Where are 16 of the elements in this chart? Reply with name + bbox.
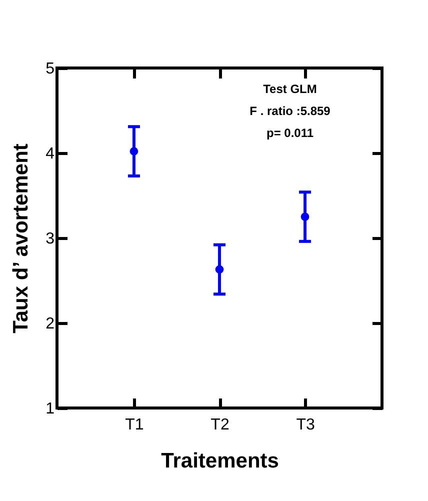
x-tick-label: T1: [125, 416, 144, 434]
y-tick-label: 1: [46, 400, 55, 418]
y-tick-label: 4: [46, 146, 55, 162]
x-tick-label: T2: [210, 416, 230, 434]
x-axis-title: Traitements: [161, 450, 279, 472]
y-axis-title: Taux d’ avortement: [10, 144, 33, 334]
y-tick-label: 2: [46, 316, 55, 332]
annotation: p= 0.011: [266, 126, 314, 140]
y-tick-label: 5: [46, 60, 55, 78]
annotation: F . ratio :5.859: [250, 104, 331, 118]
annotation: Test GLM: [263, 82, 317, 96]
point: [215, 265, 224, 274]
point: [300, 212, 310, 221]
x-tick-label: T3: [296, 416, 315, 434]
y-tick-label: 3: [46, 230, 55, 248]
point: [130, 147, 138, 156]
